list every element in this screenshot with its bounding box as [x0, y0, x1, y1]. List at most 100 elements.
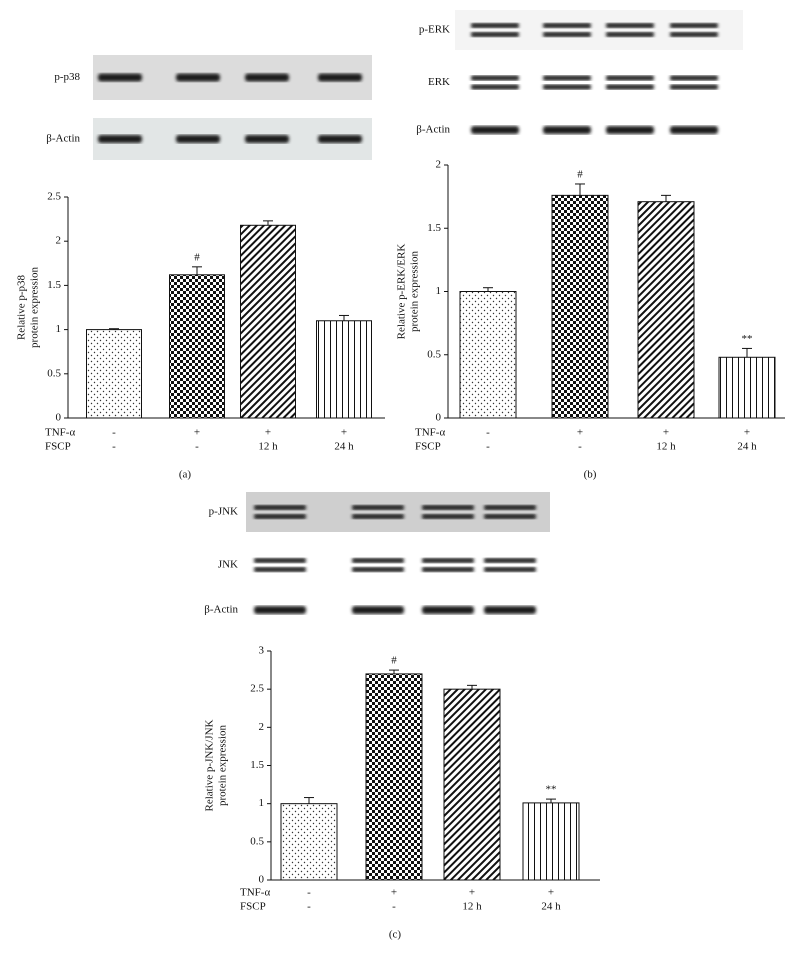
y-axis-label: protein expression — [29, 267, 41, 348]
error-bar — [389, 669, 399, 674]
bar — [718, 356, 776, 419]
blot-band — [606, 32, 654, 37]
bar — [637, 201, 695, 419]
blot-band — [245, 73, 289, 82]
blot-band — [318, 135, 362, 143]
bar — [365, 673, 423, 881]
blot-label: p-p38 — [54, 71, 80, 83]
blot-band — [484, 558, 536, 563]
blot-label: JNK — [218, 559, 238, 571]
blot-band — [606, 75, 654, 81]
treatment-label: + — [577, 427, 583, 439]
y-tick-label: 2.5 — [47, 191, 61, 203]
y-tick-label: 1.5 — [47, 279, 61, 291]
blot-band — [422, 606, 474, 614]
y-tick-label: 1 — [259, 797, 265, 809]
y-axis-label: Relative p-ERK/ERK — [396, 244, 408, 340]
error-bar — [742, 347, 752, 358]
treatment-label: - — [486, 427, 490, 439]
bar — [459, 291, 517, 419]
bar — [280, 803, 338, 881]
treatment-label: + — [469, 887, 475, 899]
treatment-row-name: FSCP — [415, 441, 441, 453]
blot-band — [352, 558, 404, 563]
error-bar — [339, 314, 349, 321]
y-tick-label: 1.5 — [250, 759, 264, 771]
significance-mark: ** — [546, 784, 557, 796]
panel-label: (b) — [584, 469, 597, 481]
blot-band — [254, 514, 306, 519]
blot-band — [352, 505, 404, 510]
blot-band — [484, 567, 536, 572]
blot-label: p-JNK — [209, 506, 238, 518]
significance-mark: # — [577, 169, 583, 181]
y-tick-label: 0 — [56, 412, 62, 424]
significance-mark: ** — [742, 333, 753, 345]
treatment-row-name: TNF-α — [415, 427, 445, 439]
treatment-label: - — [392, 901, 396, 913]
treatment-label: + — [391, 887, 397, 899]
y-tick-label: 1.5 — [427, 222, 441, 234]
treatment-label: + — [744, 427, 750, 439]
blot-band — [484, 514, 536, 519]
y-tick-label: 3 — [259, 645, 265, 657]
error-bar — [192, 266, 202, 275]
blot-band — [543, 32, 591, 37]
blot-band — [484, 606, 536, 614]
y-tick-label: 0.5 — [47, 367, 61, 379]
blot-band — [606, 23, 654, 28]
treatment-label: + — [194, 427, 200, 439]
error-bar — [546, 798, 556, 803]
y-axis-label: protein expression — [217, 725, 229, 806]
treatment-label: - — [486, 441, 490, 453]
y-tick-label: 0.5 — [427, 348, 441, 360]
blot-band — [670, 126, 718, 134]
y-axis-label: Relative p-p38 — [16, 274, 28, 340]
y-tick-label: 2 — [259, 721, 265, 733]
blot-label: β-Actin — [46, 133, 80, 145]
error-bar — [467, 684, 477, 690]
blot-label: ERK — [428, 76, 450, 88]
treatment-label: 12 h — [258, 441, 278, 453]
blot-band — [543, 84, 591, 90]
treatment-label: + — [341, 427, 347, 439]
treatment-label: - — [112, 441, 116, 453]
y-tick-label: 1 — [436, 285, 442, 297]
blot-strip — [246, 550, 550, 580]
blot-band — [254, 558, 306, 563]
blot-band — [484, 505, 536, 510]
bar — [169, 274, 225, 419]
treatment-label: - — [578, 441, 582, 453]
bar — [443, 688, 501, 881]
blot-band — [670, 84, 718, 90]
treatment-row-name: TNF-α — [45, 427, 75, 439]
blot-band — [176, 73, 220, 82]
blot-label: β-Actin — [204, 604, 238, 616]
bar — [316, 320, 372, 419]
blot-band — [543, 75, 591, 81]
treatment-label: + — [265, 427, 271, 439]
panel-label: (c) — [389, 929, 402, 941]
blot-strip — [246, 492, 550, 532]
blot-band — [245, 135, 289, 143]
blot-band — [352, 567, 404, 572]
blot-band — [422, 505, 474, 510]
treatment-label: 12 h — [656, 441, 676, 453]
y-tick-label: 2.5 — [250, 683, 264, 695]
y-tick-label: 2 — [436, 159, 442, 171]
bar — [522, 802, 580, 881]
y-tick-label: 2 — [56, 235, 62, 247]
y-tick-label: 0.5 — [250, 835, 264, 847]
blot-band — [352, 514, 404, 519]
blot-strip — [455, 60, 743, 105]
blot-band — [606, 84, 654, 90]
blot-band — [98, 73, 142, 82]
treatment-label: - — [307, 901, 311, 913]
treatment-label: 24 h — [737, 441, 757, 453]
blot-label: β-Actin — [416, 124, 450, 136]
panel-label: (a) — [179, 469, 192, 481]
error-bar — [483, 287, 493, 292]
bar — [240, 224, 296, 419]
treatment-label: + — [663, 427, 669, 439]
bar — [551, 194, 609, 419]
